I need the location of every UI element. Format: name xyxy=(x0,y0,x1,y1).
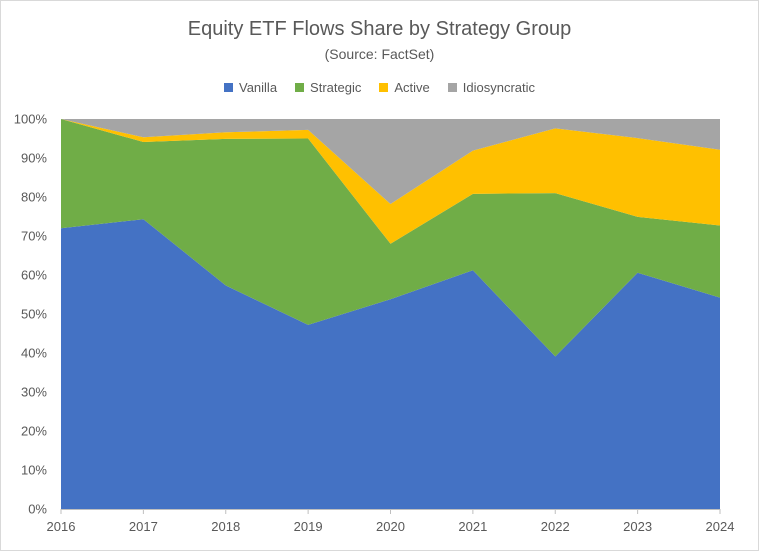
x-tick-label: 2022 xyxy=(541,519,570,534)
y-tick-label: 70% xyxy=(21,229,47,244)
series-areas xyxy=(61,119,720,509)
y-axis: 0% 10% 20% 30% 40% 50% 60% 70% 80% 90% 100% xyxy=(14,112,48,517)
y-tick-label: 10% xyxy=(21,463,47,478)
y-tick-label: 60% xyxy=(21,268,47,283)
y-tick-label: 40% xyxy=(21,346,47,361)
legend-swatch-idiosyncratic xyxy=(447,83,457,92)
legend-swatch-vanilla xyxy=(223,83,233,92)
y-tick-label: 50% xyxy=(21,307,47,322)
y-tick-label: 100% xyxy=(14,112,48,127)
legend-item-strategic: Strategic xyxy=(295,80,361,95)
x-tick-label: 2019 xyxy=(294,519,323,534)
legend: Vanilla Strategic Active Idiosyncratic xyxy=(0,80,759,95)
area-strategic xyxy=(61,119,720,357)
legend-item-vanilla: Vanilla xyxy=(223,80,278,95)
x-axis: 2016 2017 2018 2019 2020 2021 2022 2023 2024 xyxy=(47,509,735,534)
legend-item-idiosyncratic: Idiosyncratic xyxy=(447,80,536,95)
area-active xyxy=(61,119,720,244)
y-tick-label: 80% xyxy=(21,190,47,205)
y-tick-label: 90% xyxy=(21,151,47,166)
chart-subtitle: (Source: FactSet) xyxy=(324,46,435,62)
area-vanilla xyxy=(61,219,720,509)
legend-label-strategic: Strategic xyxy=(310,80,362,95)
legend-swatch-active xyxy=(379,83,389,92)
area-idiosyncratic xyxy=(61,119,720,204)
y-tick-label: 0% xyxy=(28,502,47,517)
legend-label-active: Active xyxy=(394,80,430,95)
y-tick-label: 30% xyxy=(21,385,47,400)
chart-title: Equity ETF Flows Share by Strategy Group xyxy=(187,18,572,40)
legend-swatch-strategic xyxy=(295,83,305,92)
x-tick-label: 2016 xyxy=(47,519,76,534)
legend-item-active: Active xyxy=(379,80,430,95)
x-tick-label: 2021 xyxy=(458,519,487,534)
x-tick-label: 2020 xyxy=(376,519,405,534)
x-tick-label: 2023 xyxy=(623,519,652,534)
y-tick-label: 20% xyxy=(21,424,47,439)
x-tick-label: 2018 xyxy=(211,519,240,534)
legend-label-vanilla: Vanilla xyxy=(238,80,278,95)
x-tick-label: 2017 xyxy=(129,519,158,534)
legend-label-idiosyncratic: Idiosyncratic xyxy=(462,80,536,95)
x-tick-label: 2024 xyxy=(706,519,735,534)
